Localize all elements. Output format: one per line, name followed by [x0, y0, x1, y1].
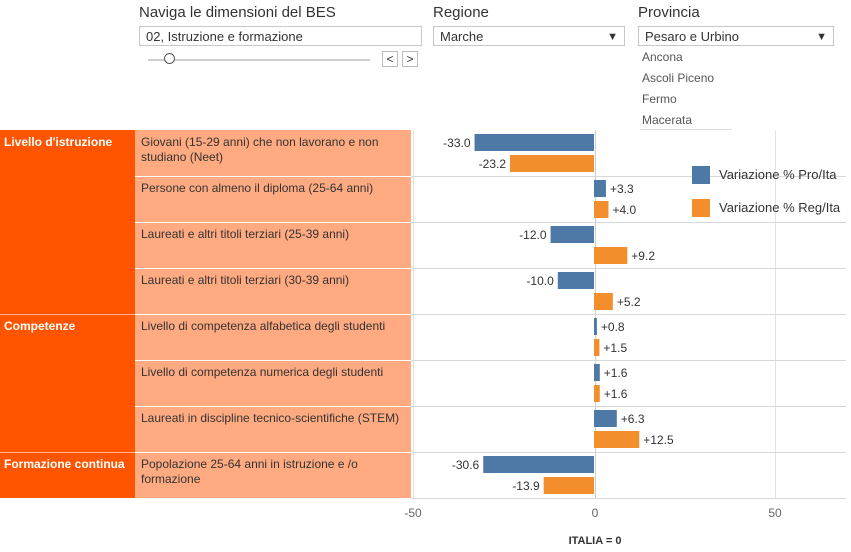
data-label: +1.6	[604, 366, 628, 380]
row-divider	[411, 268, 846, 269]
indicator-label: Persone con almeno il diploma (25-64 ann…	[135, 176, 411, 222]
bar-pro-ita[interactable]	[474, 134, 594, 151]
next-dimension-button[interactable]: >	[402, 51, 418, 67]
indicator-divider	[135, 406, 411, 407]
chevron-down-icon: ▼	[816, 31, 827, 43]
province-option[interactable]: Ascoli Piceno	[642, 71, 715, 85]
indicator-label: Popolazione 25-64 anni in istruzione e /…	[135, 452, 411, 498]
data-label: +1.6	[604, 387, 628, 401]
indicator-label: Livello di competenza numerica degli stu…	[135, 360, 411, 406]
province-option[interactable]: Ancona	[642, 50, 683, 64]
province-option[interactable]: Fermo	[642, 92, 677, 106]
bar-reg-ita[interactable]	[594, 247, 628, 264]
row-divider	[411, 222, 846, 223]
indicator-divider	[135, 222, 411, 223]
province-options-list: Ancona Ascoli Piceno Fermo Macerata	[642, 50, 714, 134]
row-divider	[411, 314, 846, 315]
data-label: +3.3	[610, 182, 634, 196]
dimension-filter-input[interactable]: 02, Istruzione e formazione	[139, 26, 422, 46]
data-label: -30.6	[452, 458, 480, 472]
data-label: -23.2	[479, 157, 507, 171]
legend-swatch-reg	[692, 199, 710, 217]
indicator-label: Laureati e altri titoli terziari (30-39 …	[135, 268, 411, 314]
indicator-label: Laureati e altri titoli terziari (25-39 …	[135, 222, 411, 268]
data-label: +4.0	[612, 203, 636, 217]
bar-pro-ita[interactable]	[557, 272, 594, 289]
indicator-label: Giovani (15-29 anni) che non lavorano e …	[135, 130, 411, 176]
bar-reg-ita[interactable]	[510, 155, 594, 172]
x-tick-label: 0	[591, 506, 599, 520]
region-dropdown-value: Marche	[440, 29, 484, 44]
bar-reg-ita[interactable]	[594, 385, 600, 402]
legend-label-pro: Variazione % Pro/Ita	[719, 167, 837, 182]
data-label: -33.0	[443, 136, 471, 150]
category-livello-istruzione: Livello d'istruzione	[0, 130, 135, 314]
indicator-label: Laureati in discipline tecnico-scientifi…	[135, 406, 411, 452]
chevron-down-icon: ▼	[607, 31, 618, 43]
x-tick-label: -50	[404, 506, 422, 520]
region-filter-title: Regione	[433, 4, 489, 21]
indicator-divider	[135, 360, 411, 361]
x-tick-label: 50	[768, 506, 782, 520]
bar-reg-ita[interactable]	[594, 293, 613, 310]
row-divider	[411, 176, 846, 177]
data-label: +5.2	[617, 295, 641, 309]
previous-dimension-button[interactable]: <	[382, 51, 398, 67]
x-axis-title: ITALIA = 0	[568, 535, 622, 547]
bar-reg-ita[interactable]	[594, 339, 600, 356]
row-divider	[411, 360, 846, 361]
row-divider	[411, 406, 846, 407]
data-label: -12.0	[519, 228, 547, 242]
category-divider	[0, 314, 135, 315]
bar-pro-ita[interactable]	[594, 180, 606, 197]
data-label: +1.5	[603, 341, 627, 355]
data-label: +12.5	[643, 433, 674, 447]
data-label: -10.0	[526, 274, 554, 288]
bar-reg-ita[interactable]	[594, 201, 609, 218]
bar-pro-ita[interactable]	[550, 226, 594, 243]
data-label: +0.8	[601, 320, 625, 334]
indicator-label: Livello di competenza alfabetica degli s…	[135, 314, 411, 360]
category-divider	[0, 452, 135, 453]
indicator-divider	[135, 314, 411, 315]
bar-reg-ita[interactable]	[543, 477, 594, 494]
dimension-filter-title: Naviga le dimensioni del BES	[139, 4, 336, 21]
bar-pro-ita[interactable]	[594, 318, 597, 335]
indicator-divider	[135, 452, 411, 453]
category-competenze: Competenze	[0, 314, 135, 452]
bar-pro-ita[interactable]	[483, 456, 594, 473]
province-dropdown[interactable]: Pesaro e Urbino ▼	[638, 26, 834, 46]
category-formazione-continua: Formazione continua	[0, 452, 135, 498]
indicator-divider	[135, 268, 411, 269]
legend-swatch-pro	[692, 166, 710, 184]
province-option[interactable]: Macerata	[642, 113, 693, 127]
bar-pro-ita[interactable]	[594, 410, 617, 427]
region-dropdown[interactable]: Marche ▼	[433, 26, 625, 46]
row-divider	[411, 498, 846, 499]
province-list-divider	[640, 129, 732, 130]
row-divider	[411, 452, 846, 453]
data-label: +6.3	[621, 412, 645, 426]
bar-reg-ita[interactable]	[594, 431, 640, 448]
legend-label-reg: Variazione % Reg/Ita	[719, 200, 841, 215]
province-dropdown-value: Pesaro e Urbino	[645, 29, 739, 44]
indicator-divider	[135, 176, 411, 177]
dimension-slider-track[interactable]	[148, 59, 370, 61]
data-label: +9.2	[631, 249, 655, 263]
province-filter-title: Provincia	[638, 4, 700, 21]
dimension-slider-handle[interactable]	[164, 53, 175, 64]
bar-pro-ita[interactable]	[594, 364, 600, 381]
data-label: -13.9	[512, 479, 540, 493]
